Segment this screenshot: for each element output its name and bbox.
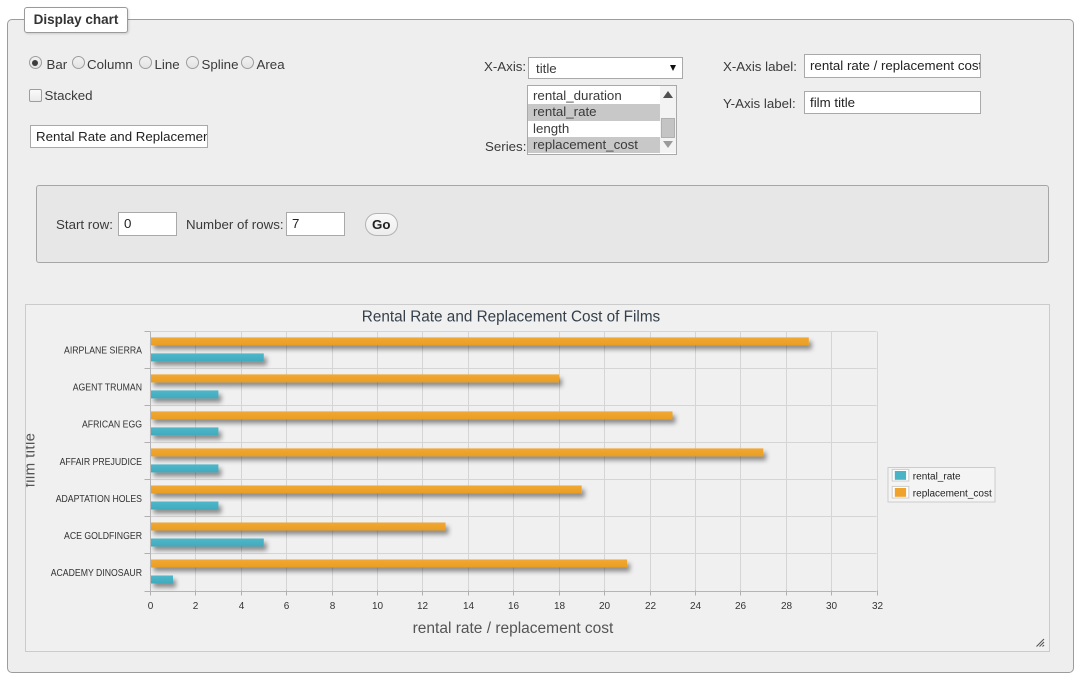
svg-text:film title: film title [26,433,39,488]
svg-text:32: 32 [872,601,884,612]
svg-text:6: 6 [284,601,290,612]
svg-text:22: 22 [645,601,657,612]
svg-text:18: 18 [554,601,566,612]
svg-text:rental rate / replacement cost: rental rate / replacement cost [413,620,614,637]
svg-text:8: 8 [330,601,336,612]
svg-text:rental_rate: rental_rate [913,472,961,483]
svg-text:24: 24 [690,601,702,612]
svg-text:ACADEMY DINOSAUR: ACADEMY DINOSAUR [51,567,143,579]
svg-text:ACE GOLDFINGER: ACE GOLDFINGER [64,530,142,542]
svg-text:2: 2 [193,601,199,612]
svg-text:16: 16 [508,601,520,612]
svg-text:14: 14 [463,601,475,612]
svg-text:AFFAIR PREJUDICE: AFFAIR PREJUDICE [60,456,142,468]
svg-text:ADAPTATION HOLES: ADAPTATION HOLES [56,493,142,505]
svg-text:AIRPLANE SIERRA: AIRPLANE SIERRA [64,345,142,357]
svg-text:28: 28 [781,601,793,612]
svg-text:30: 30 [826,601,838,612]
svg-text:20: 20 [599,601,611,612]
svg-text:AFRICAN EGG: AFRICAN EGG [82,419,142,431]
svg-text:26: 26 [735,601,747,612]
svg-text:AGENT TRUMAN: AGENT TRUMAN [73,382,142,394]
svg-text:12: 12 [417,601,429,612]
svg-text:0: 0 [148,601,154,612]
svg-text:replacement_cost: replacement_cost [913,489,992,500]
svg-text:Rental Rate and Replacement Co: Rental Rate and Replacement Cost of Film… [362,309,661,326]
svg-text:4: 4 [239,601,245,612]
svg-text:10: 10 [372,601,384,612]
